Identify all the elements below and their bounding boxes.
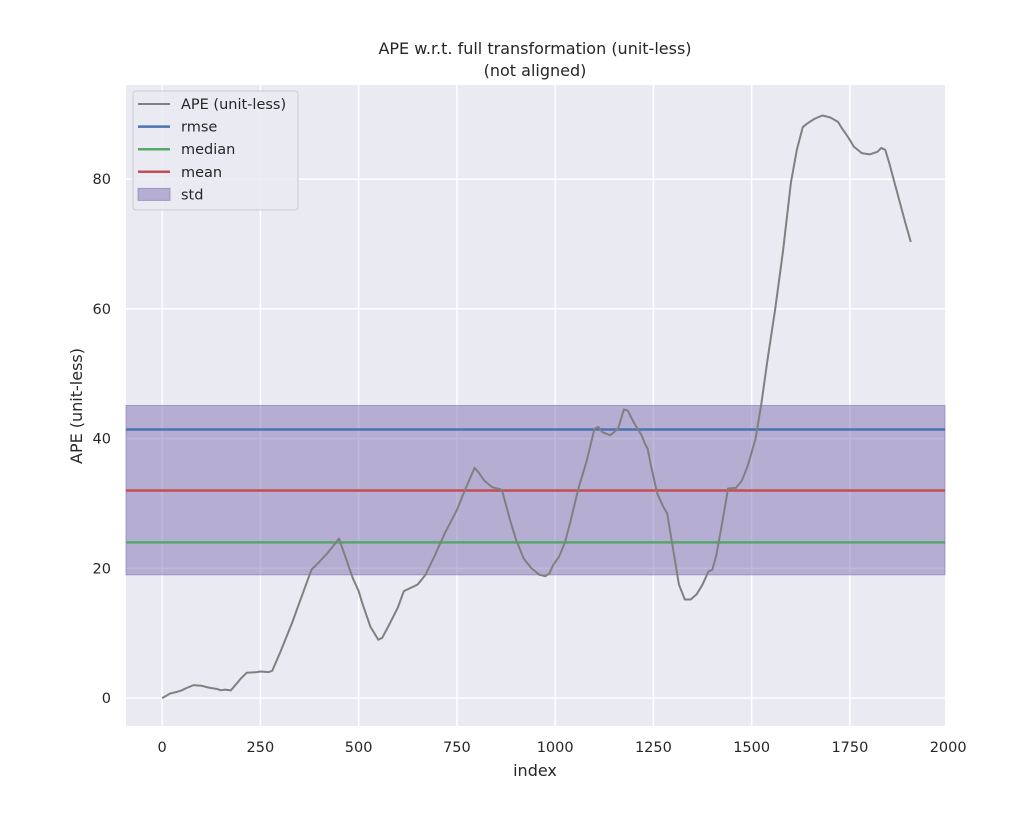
ape-series-line bbox=[161, 114, 912, 699]
legend-swatch-std bbox=[137, 187, 171, 201]
series-layer bbox=[161, 114, 912, 699]
y-tick-label: 80 bbox=[93, 172, 111, 188]
legend-label-rmse: rmse bbox=[181, 120, 217, 136]
y-tick-label: 0 bbox=[102, 691, 111, 707]
legend: APE (unit-less) rmse median mean std bbox=[132, 90, 299, 211]
y-tick-label: 20 bbox=[93, 561, 111, 577]
legend-label-mean: mean bbox=[181, 165, 222, 181]
x-tick-label: 250 bbox=[247, 740, 275, 756]
chart-title: APE w.r.t. full transformation (unit-les… bbox=[378, 39, 691, 58]
y-tick-label: 60 bbox=[93, 302, 111, 318]
legend-label-ape: APE (unit-less) bbox=[181, 97, 286, 113]
legend-frame bbox=[132, 90, 299, 211]
x-tick-label: 1000 bbox=[537, 740, 574, 756]
stat-lines bbox=[126, 428, 945, 544]
x-tick-label: 1500 bbox=[733, 740, 770, 756]
y-axis-label: APE (unit-less) bbox=[67, 348, 86, 464]
legend-label-std: std bbox=[181, 187, 203, 203]
x-tick-label: 1750 bbox=[831, 740, 868, 756]
legend-label-median: median bbox=[181, 142, 235, 158]
chart-subtitle: (not aligned) bbox=[484, 61, 587, 80]
x-tick-label: 500 bbox=[345, 740, 373, 756]
x-tick-label: 1250 bbox=[635, 740, 672, 756]
y-tick-label: 40 bbox=[93, 432, 111, 448]
x-tick-labels: 0 250 500 750 1000 1250 1500 1750 2000 bbox=[158, 740, 967, 756]
x-tick-label: 750 bbox=[443, 740, 471, 756]
x-tick-label: 2000 bbox=[930, 740, 967, 756]
x-axis-label: index bbox=[513, 761, 557, 780]
x-tick-label: 0 bbox=[158, 740, 167, 756]
y-tick-labels: 0 20 40 60 80 bbox=[93, 172, 111, 707]
